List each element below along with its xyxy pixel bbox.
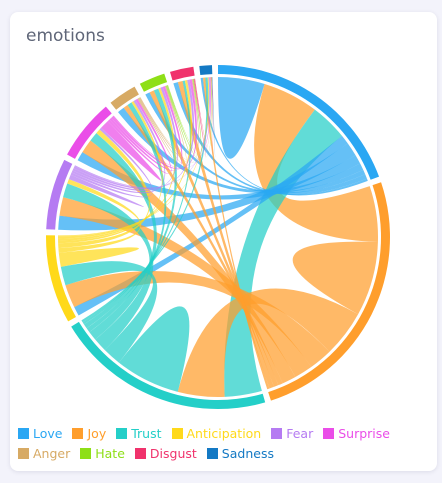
legend-item-love[interactable]: Love	[18, 425, 63, 441]
arc-fear[interactable]	[46, 159, 73, 230]
legend-swatch	[206, 447, 218, 459]
ribbon-fear-fear	[68, 174, 144, 207]
arc-disgust[interactable]	[169, 66, 195, 81]
legend-item-disgust[interactable]: Disgust	[134, 445, 197, 461]
legend-label: Disgust	[149, 445, 197, 461]
arc-trust[interactable]	[71, 321, 266, 409]
ribbon-joy-surprise	[82, 140, 296, 384]
legend-swatch	[271, 427, 283, 439]
legend-item-joy[interactable]: Joy	[72, 425, 107, 441]
chord-diagram	[46, 65, 390, 409]
chart-card: emotions Love Joy Trust Anticipation Fear Sur…	[10, 12, 437, 471]
ribbon-trust-surprise	[89, 133, 157, 340]
legend-swatch	[18, 427, 29, 439]
legend-label: Love	[33, 425, 63, 441]
legend-label: Surprise	[338, 425, 390, 441]
legend-item-hate[interactable]: Hate	[80, 445, 125, 461]
ribbon-joy-joy	[292, 241, 378, 315]
ribbons	[58, 77, 379, 397]
chart-title: emotions	[26, 26, 105, 46]
ribbon-surprise-hate	[109, 86, 183, 171]
legend-swatch	[72, 427, 84, 439]
legend-label: Trust	[131, 425, 162, 441]
ribbon-love-disgust	[173, 82, 367, 195]
ribbon-love-love	[218, 77, 265, 159]
arc-surprise[interactable]	[67, 106, 112, 159]
ribbon-anticipation-anticipation	[58, 247, 139, 267]
legend: Love Joy Trust Anticipation Fear Surprise Ange…	[18, 425, 418, 461]
legend-label: Fear	[286, 425, 314, 441]
legend-label: Hate	[95, 445, 125, 461]
legend-label: Anticipation	[186, 425, 262, 441]
legend-swatch	[116, 427, 128, 439]
ribbon-hate-hate	[165, 85, 193, 162]
ribbon-love-trust	[224, 109, 343, 397]
legend-swatch	[80, 447, 92, 459]
ribbon-anticipation-surprise	[58, 129, 150, 249]
legend-swatch	[323, 427, 335, 439]
legend-item-surprise[interactable]: Surprise	[323, 425, 390, 441]
arc-hate[interactable]	[139, 73, 168, 92]
ribbon-love-anticipation	[74, 135, 348, 316]
ribbon-anger-anger	[137, 98, 178, 168]
legend-swatch	[171, 427, 183, 439]
ribbon-disgust-disgust	[193, 78, 207, 158]
legend-swatch	[18, 447, 29, 459]
arc-sadness[interactable]	[199, 65, 213, 75]
legend-item-anticipation[interactable]: Anticipation	[171, 425, 262, 441]
legend-item-sadness[interactable]: Sadness	[206, 445, 274, 461]
arc-anger[interactable]	[110, 86, 139, 110]
ribbon-trust-trust	[118, 306, 190, 392]
legend-item-fear[interactable]: Fear	[271, 425, 314, 441]
arc-joy[interactable]	[268, 182, 390, 401]
ribbon-joy-disgust	[177, 80, 274, 389]
ribbon-joy-trust	[177, 288, 359, 397]
ribbon-joy-fear	[59, 197, 312, 378]
ribbon-anticipation-fear	[58, 179, 141, 253]
ribbon-surprise-surprise	[101, 121, 162, 181]
legend-label: Anger	[33, 445, 71, 461]
ribbon-anticipation-hate	[58, 87, 176, 242]
ribbon-trust-anticipation	[60, 261, 158, 363]
ribbon-joy-anticipation	[65, 270, 330, 367]
legend-item-trust[interactable]: Trust	[116, 425, 162, 441]
ribbon-sadness-sadness	[211, 77, 216, 158]
ribbon-love-joy	[254, 83, 379, 242]
legend-swatch	[134, 447, 146, 459]
arc-love[interactable]	[218, 65, 380, 180]
ribbon-hate-sadness	[167, 77, 213, 160]
legend-item-anger[interactable]: Anger	[18, 445, 71, 461]
group-arcs	[46, 65, 390, 409]
ribbon-love-fear	[58, 143, 356, 231]
legend-label: Joy	[87, 425, 107, 441]
arc-anticipation[interactable]	[46, 235, 76, 322]
legend-label: Sadness	[221, 445, 274, 461]
